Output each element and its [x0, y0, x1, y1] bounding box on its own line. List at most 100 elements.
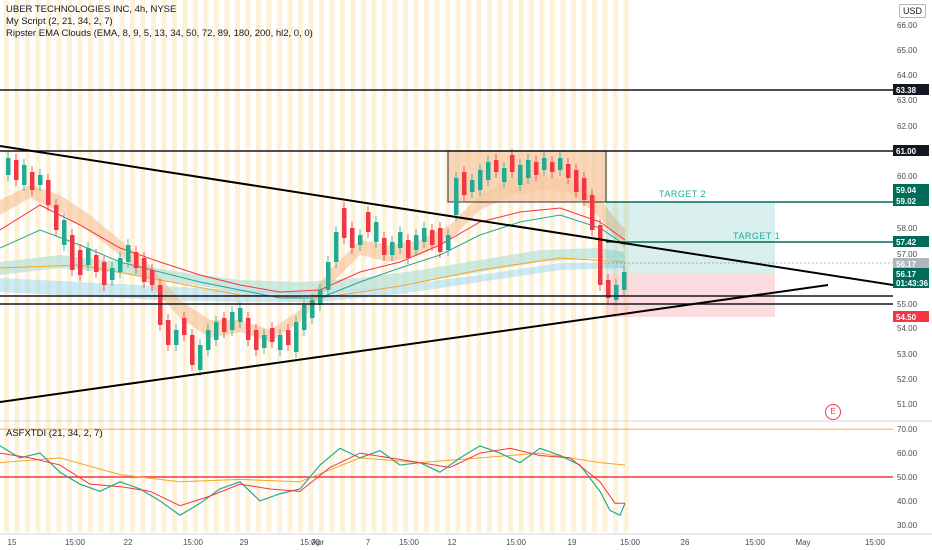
candle-body: [318, 290, 323, 305]
price-tag-label: 56.17: [896, 270, 917, 279]
candle-body: [286, 330, 291, 345]
candle-body: [166, 320, 171, 345]
session-band: [602, 0, 608, 532]
price-tick-label: 54.00: [897, 324, 918, 333]
session-band: [371, 0, 377, 532]
indicator-tick-label: 30.00: [897, 521, 918, 530]
trendline-upper: [0, 145, 894, 286]
price-tag: [893, 277, 929, 288]
session-band: [256, 0, 261, 532]
session-band: [434, 0, 440, 532]
indicator-tick-label: 40.00: [897, 497, 918, 506]
session-band: [518, 0, 524, 532]
price-tag-label: 01:43:36: [896, 279, 929, 288]
session-band: [571, 0, 576, 532]
candle-body: [622, 272, 627, 290]
candle-body: [278, 335, 283, 350]
trendline-lower: [0, 284, 829, 403]
candle-body: [198, 345, 203, 370]
candle-body: [158, 285, 163, 325]
candle-body: [118, 258, 123, 272]
candle-body: [446, 235, 451, 250]
candle-body: [150, 270, 155, 285]
session-band: [193, 0, 198, 532]
candle-body: [30, 172, 35, 190]
candle-body: [374, 222, 379, 242]
price-tick-label: 51.00: [897, 400, 918, 409]
candle-body: [214, 322, 219, 340]
session-band: [413, 0, 419, 532]
candle-body: [542, 158, 547, 170]
indicator-signal-line: [0, 452, 626, 483]
price-tag: [893, 268, 929, 279]
session-band: [298, 0, 303, 532]
indicator-pane-title[interactable]: ASFXTDI (21, 34, 2, 7): [6, 428, 103, 439]
price-tick-label: 52.00: [897, 375, 918, 384]
candle-body: [294, 322, 299, 352]
time-tick-label: 15:00: [65, 538, 86, 547]
candle-body: [606, 280, 611, 298]
indicator-tick-label: 60.00: [897, 449, 918, 458]
candle-body: [254, 330, 259, 350]
candle-body: [6, 158, 11, 175]
candle-body: [582, 178, 587, 200]
candle-body: [54, 205, 59, 230]
time-tick-label: 7: [366, 538, 371, 547]
candle-body: [94, 255, 99, 272]
session-band: [214, 0, 219, 532]
candle-body: [206, 330, 211, 350]
session-band: [287, 0, 293, 532]
candle-body: [430, 230, 435, 245]
price-tag: [893, 311, 929, 322]
candle-body: [398, 232, 403, 248]
indicator-my-script-label[interactable]: My Script (2, 21, 34, 2, 7): [6, 16, 113, 27]
candle-body: [134, 252, 139, 268]
session-band: [203, 0, 209, 532]
session-band: [329, 0, 335, 532]
session-band: [592, 0, 597, 532]
candle-body: [190, 335, 195, 365]
session-band: [235, 0, 240, 532]
indicator-tick-label: 50.00: [897, 473, 918, 482]
session-band: [161, 0, 167, 532]
price-tick-label: 53.00: [897, 350, 918, 359]
candle-body: [414, 235, 419, 250]
candle-body: [470, 180, 475, 192]
price-tag-label: 56.17: [896, 260, 917, 269]
ema-cloud-slow: [0, 248, 625, 294]
session-band: [151, 0, 156, 532]
time-tick-label: 15:00: [399, 538, 420, 547]
currency-badge[interactable]: USD: [898, 4, 926, 18]
indicator-red-line: [0, 447, 625, 507]
candle-body: [70, 235, 75, 270]
price-tick-label: 62.00: [897, 122, 918, 131]
candle-body: [486, 162, 491, 180]
candle-body: [406, 240, 411, 258]
candle-body: [326, 262, 331, 290]
session-band: [581, 0, 587, 532]
session-band: [266, 0, 272, 532]
candle-body: [462, 172, 467, 195]
session-band: [172, 0, 177, 532]
price-tag-label: 59.02: [896, 197, 917, 206]
candle-body: [102, 262, 107, 285]
indicator-ema-clouds-label[interactable]: Ripster EMA Clouds (EMA, 8, 9, 5, 13, 34…: [6, 28, 313, 39]
price-tick-label: 65.00: [897, 46, 918, 55]
candle-body: [230, 312, 235, 330]
candle-body: [310, 300, 315, 318]
session-band: [350, 0, 356, 532]
time-tick-label: 15:00: [745, 538, 766, 547]
earnings-icon[interactable]: E: [825, 404, 841, 420]
candle-body: [502, 168, 507, 182]
candle-body: [110, 268, 115, 280]
candle-body: [342, 208, 347, 238]
candle-body: [238, 308, 243, 322]
time-tick-label: 26: [681, 538, 690, 547]
candle-body: [262, 335, 267, 348]
time-tick-label: Apr: [312, 538, 325, 547]
candle-body: [126, 245, 131, 262]
symbol-title[interactable]: UBER TECHNOLOGIES INC, 4h, NYSE: [6, 4, 177, 15]
candle-body: [22, 165, 27, 185]
ema-cloud-mid: [0, 262, 625, 302]
